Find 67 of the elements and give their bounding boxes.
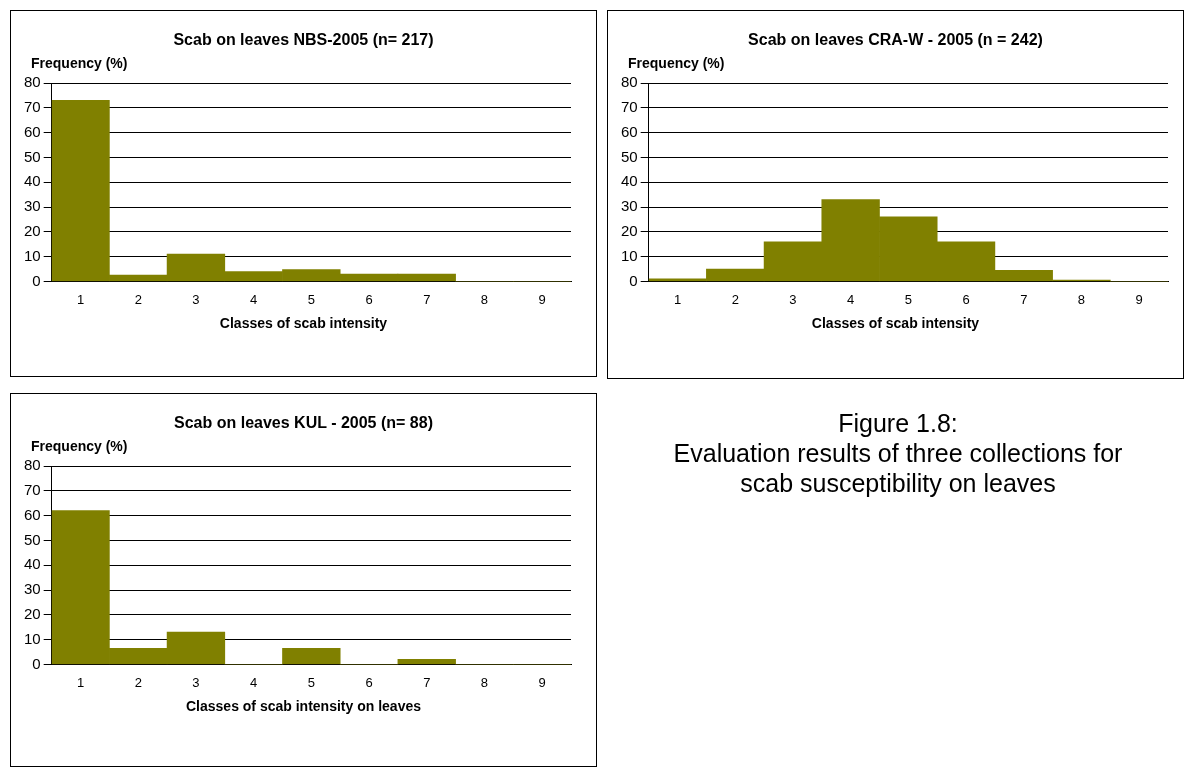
- x-tick-label: 9: [538, 291, 546, 307]
- bar: [397, 659, 456, 665]
- y-tick-label: 10: [621, 246, 638, 264]
- x-axis-title: Classes of scab intensity: [810, 315, 981, 331]
- x-tick-label: 6: [962, 291, 970, 307]
- y-tick-label: 30: [24, 580, 41, 598]
- x-tick-label: 8: [480, 291, 489, 307]
- y-tick-label: 10: [24, 629, 41, 647]
- y-tick-label: 60: [621, 122, 638, 140]
- text: Figure 1.8:: [837, 408, 959, 438]
- x-tick-label: 4: [847, 291, 855, 307]
- y-tick-label: 70: [24, 480, 41, 498]
- x-tick-label: 2: [134, 674, 142, 690]
- text: Evaluation results of three collections for scab susceptibility on leaves: [672, 438, 1124, 498]
- x-axis-title: Classes of scab intensity on leaves: [185, 698, 422, 714]
- chart-title: Scab on leaves NBS-2005 (n= 217): [172, 31, 435, 49]
- x-tick-label: 3: [789, 291, 797, 307]
- y-tick-label: 60: [24, 505, 41, 523]
- x-tick-label: 4: [250, 291, 258, 307]
- y-tick-label: 20: [621, 221, 638, 239]
- x-tick-label: 8: [480, 674, 489, 690]
- y-tick-label: 0: [32, 654, 41, 672]
- x-tick-label: 8: [1077, 291, 1086, 307]
- y-tick-label: 40: [24, 555, 41, 573]
- x-tick-label: 3: [192, 291, 200, 307]
- x-tick-label: 4: [250, 674, 258, 690]
- y-axis-title: Frequency (%): [31, 55, 129, 71]
- y-tick-label: 70: [621, 97, 638, 115]
- x-tick-label: 1: [673, 291, 682, 307]
- y-tick-label: 40: [24, 172, 41, 190]
- y-tick-label: 80: [621, 73, 638, 91]
- y-axis-title: Frequency (%): [31, 438, 129, 454]
- x-tick-label: 6: [365, 291, 373, 307]
- x-tick-label: 5: [904, 291, 912, 307]
- y-tick-label: 50: [24, 530, 41, 548]
- y-tick-label: 80: [24, 456, 41, 474]
- x-tick-label: 1: [76, 291, 85, 307]
- y-tick-label: 70: [24, 97, 41, 115]
- y-tick-label: 50: [24, 147, 41, 165]
- bar: [282, 647, 341, 665]
- y-tick-label: 50: [621, 147, 638, 165]
- x-tick-label: 5: [307, 291, 315, 307]
- x-axis-title: Classes of scab intensity: [218, 315, 389, 331]
- x-tick-label: 9: [538, 674, 546, 690]
- x-tick-label: 2: [134, 291, 142, 307]
- y-tick-label: 20: [24, 221, 41, 239]
- x-tick-label: 9: [1135, 291, 1143, 307]
- y-tick-label: 0: [629, 271, 638, 289]
- x-tick-label: 7: [1020, 291, 1028, 307]
- y-tick-label: 40: [621, 172, 638, 190]
- y-axis-title: Frequency (%): [628, 55, 726, 71]
- chart-title: Scab on leaves CRA-W - 2005 (n = 242): [747, 31, 1044, 49]
- x-tick-label: 6: [365, 674, 373, 690]
- x-tick-label: 5: [307, 674, 315, 690]
- x-tick-label: 2: [731, 291, 739, 307]
- chart-title: Scab on leaves KUL - 2005 (n= 88): [173, 414, 434, 432]
- x-tick-label: 7: [423, 291, 431, 307]
- y-tick-label: 20: [24, 604, 41, 622]
- y-tick-label: 0: [32, 271, 41, 289]
- y-tick-label: 10: [24, 246, 41, 264]
- y-tick-label: 30: [621, 197, 638, 215]
- y-tick-label: 80: [24, 73, 41, 91]
- y-tick-label: 60: [24, 122, 41, 140]
- y-tick-label: 30: [24, 197, 41, 215]
- x-tick-label: 3: [192, 674, 200, 690]
- x-tick-label: 7: [423, 674, 431, 690]
- x-tick-label: 1: [76, 674, 85, 690]
